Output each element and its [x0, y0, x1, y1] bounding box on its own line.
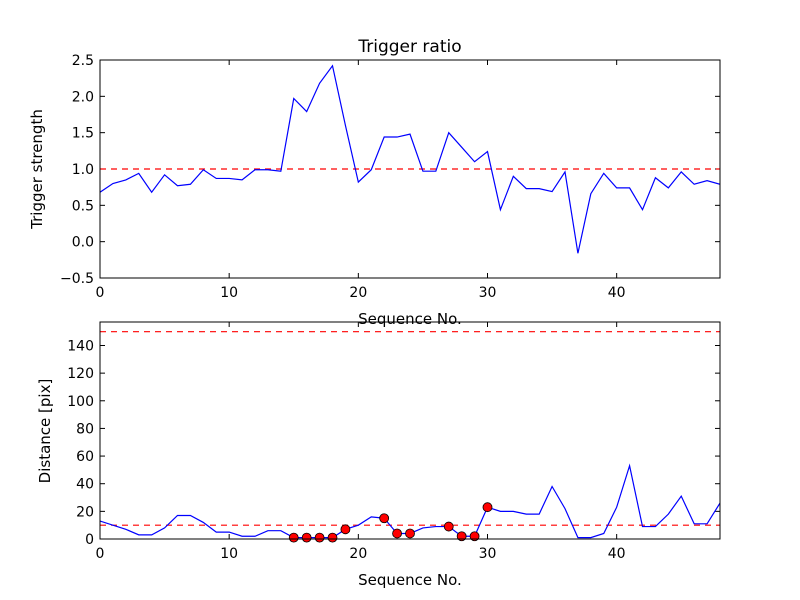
- chart-title: Trigger ratio: [357, 37, 461, 57]
- y-tick-label: 0.0: [72, 235, 94, 251]
- y-tick-label: 80: [76, 421, 94, 437]
- trigger-point: [443, 521, 454, 532]
- x-tick-label: 40: [608, 546, 626, 562]
- x-tick-label: 30: [479, 546, 497, 562]
- axes-frame: [99, 321, 721, 540]
- y-tick-label: 2.0: [72, 89, 94, 105]
- axes-frame: [99, 59, 721, 279]
- y-tick-label: 120: [67, 366, 94, 382]
- distance-panel: 0 10 20 30 40 0 20 40 60 80 100 120 140 Sequence No.…: [36, 321, 721, 589]
- x-tick-label: 40: [608, 285, 626, 301]
- y-tick-label: 140: [67, 338, 94, 354]
- trigger-point: [469, 531, 480, 542]
- trigger-point: [314, 532, 325, 543]
- trigger-point: [405, 528, 415, 539]
- y-tick-label: 0: [85, 532, 94, 548]
- plot-area: [100, 64, 720, 254]
- trigger-point: [379, 513, 390, 524]
- trigger-point: [482, 502, 493, 513]
- trigger-point: [301, 532, 312, 543]
- trigger-ratio-panel: Trigger ratio 0 10 20 30 40 −0.5 0.0 0.5 1.0 1.5 2…: [28, 37, 721, 328]
- trigger-point: [392, 528, 402, 539]
- y-axis-label: Distance [pix]: [36, 379, 54, 484]
- x-tick-label: 0: [96, 546, 105, 562]
- x-tick-label: 10: [220, 285, 238, 301]
- x-tick-label: 20: [349, 546, 367, 562]
- y-tick-label: 40: [76, 477, 94, 493]
- trigger-point: [288, 532, 299, 543]
- y-tick-label: 60: [76, 449, 94, 465]
- x-tick-label: 20: [349, 285, 367, 301]
- x-axis-label: Sequence No.: [358, 571, 462, 589]
- x-tick-label: 0: [96, 285, 105, 301]
- y-tick-label: −0.5: [60, 271, 94, 287]
- trigger-ratio-axes: 0 10 20 30 40 −0.5 0.0 0.5 1.0 1.5 2.0 2.5: [60, 53, 721, 301]
- distance-axes: 0 10 20 30 40 0 20 40 60 80 100 120 140: [67, 321, 721, 562]
- y-tick-label: 1.5: [72, 126, 94, 142]
- x-tick-label: 10: [220, 546, 238, 562]
- y-tick-label: 2.5: [72, 53, 94, 69]
- trigger-point: [456, 531, 467, 542]
- y-axis-label: Trigger strength: [28, 109, 46, 230]
- y-tick-label: 20: [76, 504, 94, 520]
- y-tick-label: 100: [67, 394, 94, 410]
- y-tick-label: 0.5: [72, 198, 94, 214]
- series-line: [100, 64, 720, 254]
- y-tick-label: 1.0: [72, 162, 94, 178]
- x-axis-label: Sequence No.: [358, 310, 462, 328]
- x-tick-label: 30: [479, 285, 497, 301]
- trigger-point: [327, 532, 338, 543]
- trigger-point: [340, 524, 351, 535]
